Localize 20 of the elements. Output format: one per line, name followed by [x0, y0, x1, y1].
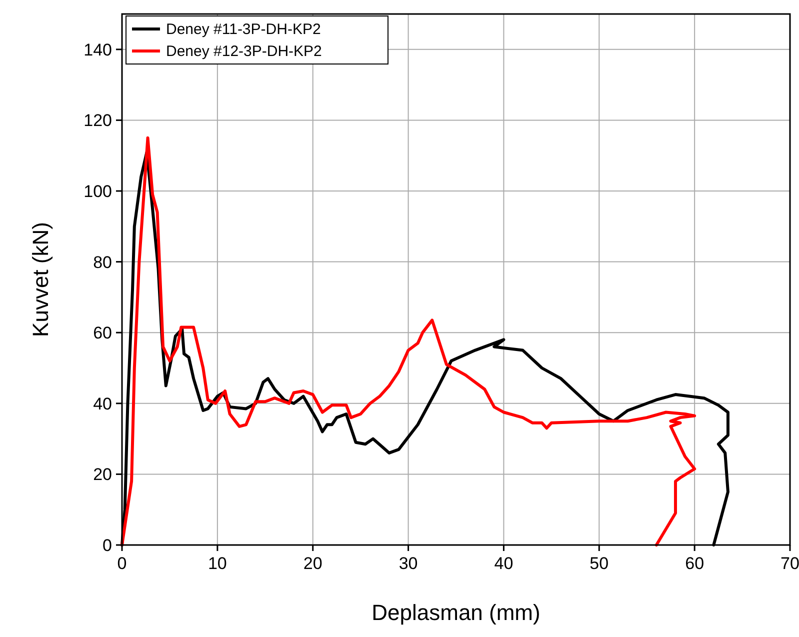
- x-tick-label: 70: [780, 554, 799, 573]
- x-tick-label: 60: [685, 554, 704, 573]
- x-tick-label: 20: [303, 554, 322, 573]
- x-tick-label: 40: [494, 554, 514, 573]
- y-tick-label: 120: [84, 111, 112, 130]
- y-tick-label: 40: [93, 394, 112, 414]
- x-tick-label: 10: [208, 554, 227, 573]
- y-tick-label: 20: [93, 465, 112, 484]
- legend-label: Deney #11-3P-DH-KP2: [166, 21, 321, 38]
- x-tick-label: 30: [398, 554, 418, 573]
- legend-label: Deney #12-3P-DH-KP2: [166, 43, 322, 60]
- y-tick-label: 80: [93, 252, 112, 272]
- x-tick-label: 0: [117, 554, 127, 573]
- y-tick-label: 60: [93, 324, 112, 343]
- y-tick-label: 0: [102, 536, 112, 555]
- y-tick-label: 100: [84, 182, 112, 201]
- y-tick-label: 140: [84, 40, 112, 60]
- y-axis-title: Kuvvet (kN): [28, 222, 53, 337]
- x-axis-title: Deplasman (mm): [372, 600, 540, 625]
- x-tick-label: 50: [590, 554, 609, 573]
